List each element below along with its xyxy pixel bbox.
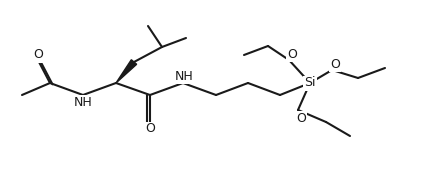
Text: O: O xyxy=(145,122,155,136)
Text: O: O xyxy=(287,48,297,61)
Text: O: O xyxy=(296,112,306,124)
Polygon shape xyxy=(116,60,137,83)
Text: Si: Si xyxy=(304,77,316,90)
Text: NH: NH xyxy=(175,70,193,83)
Text: O: O xyxy=(33,49,43,61)
Text: O: O xyxy=(330,58,340,71)
Text: NH: NH xyxy=(74,96,92,108)
